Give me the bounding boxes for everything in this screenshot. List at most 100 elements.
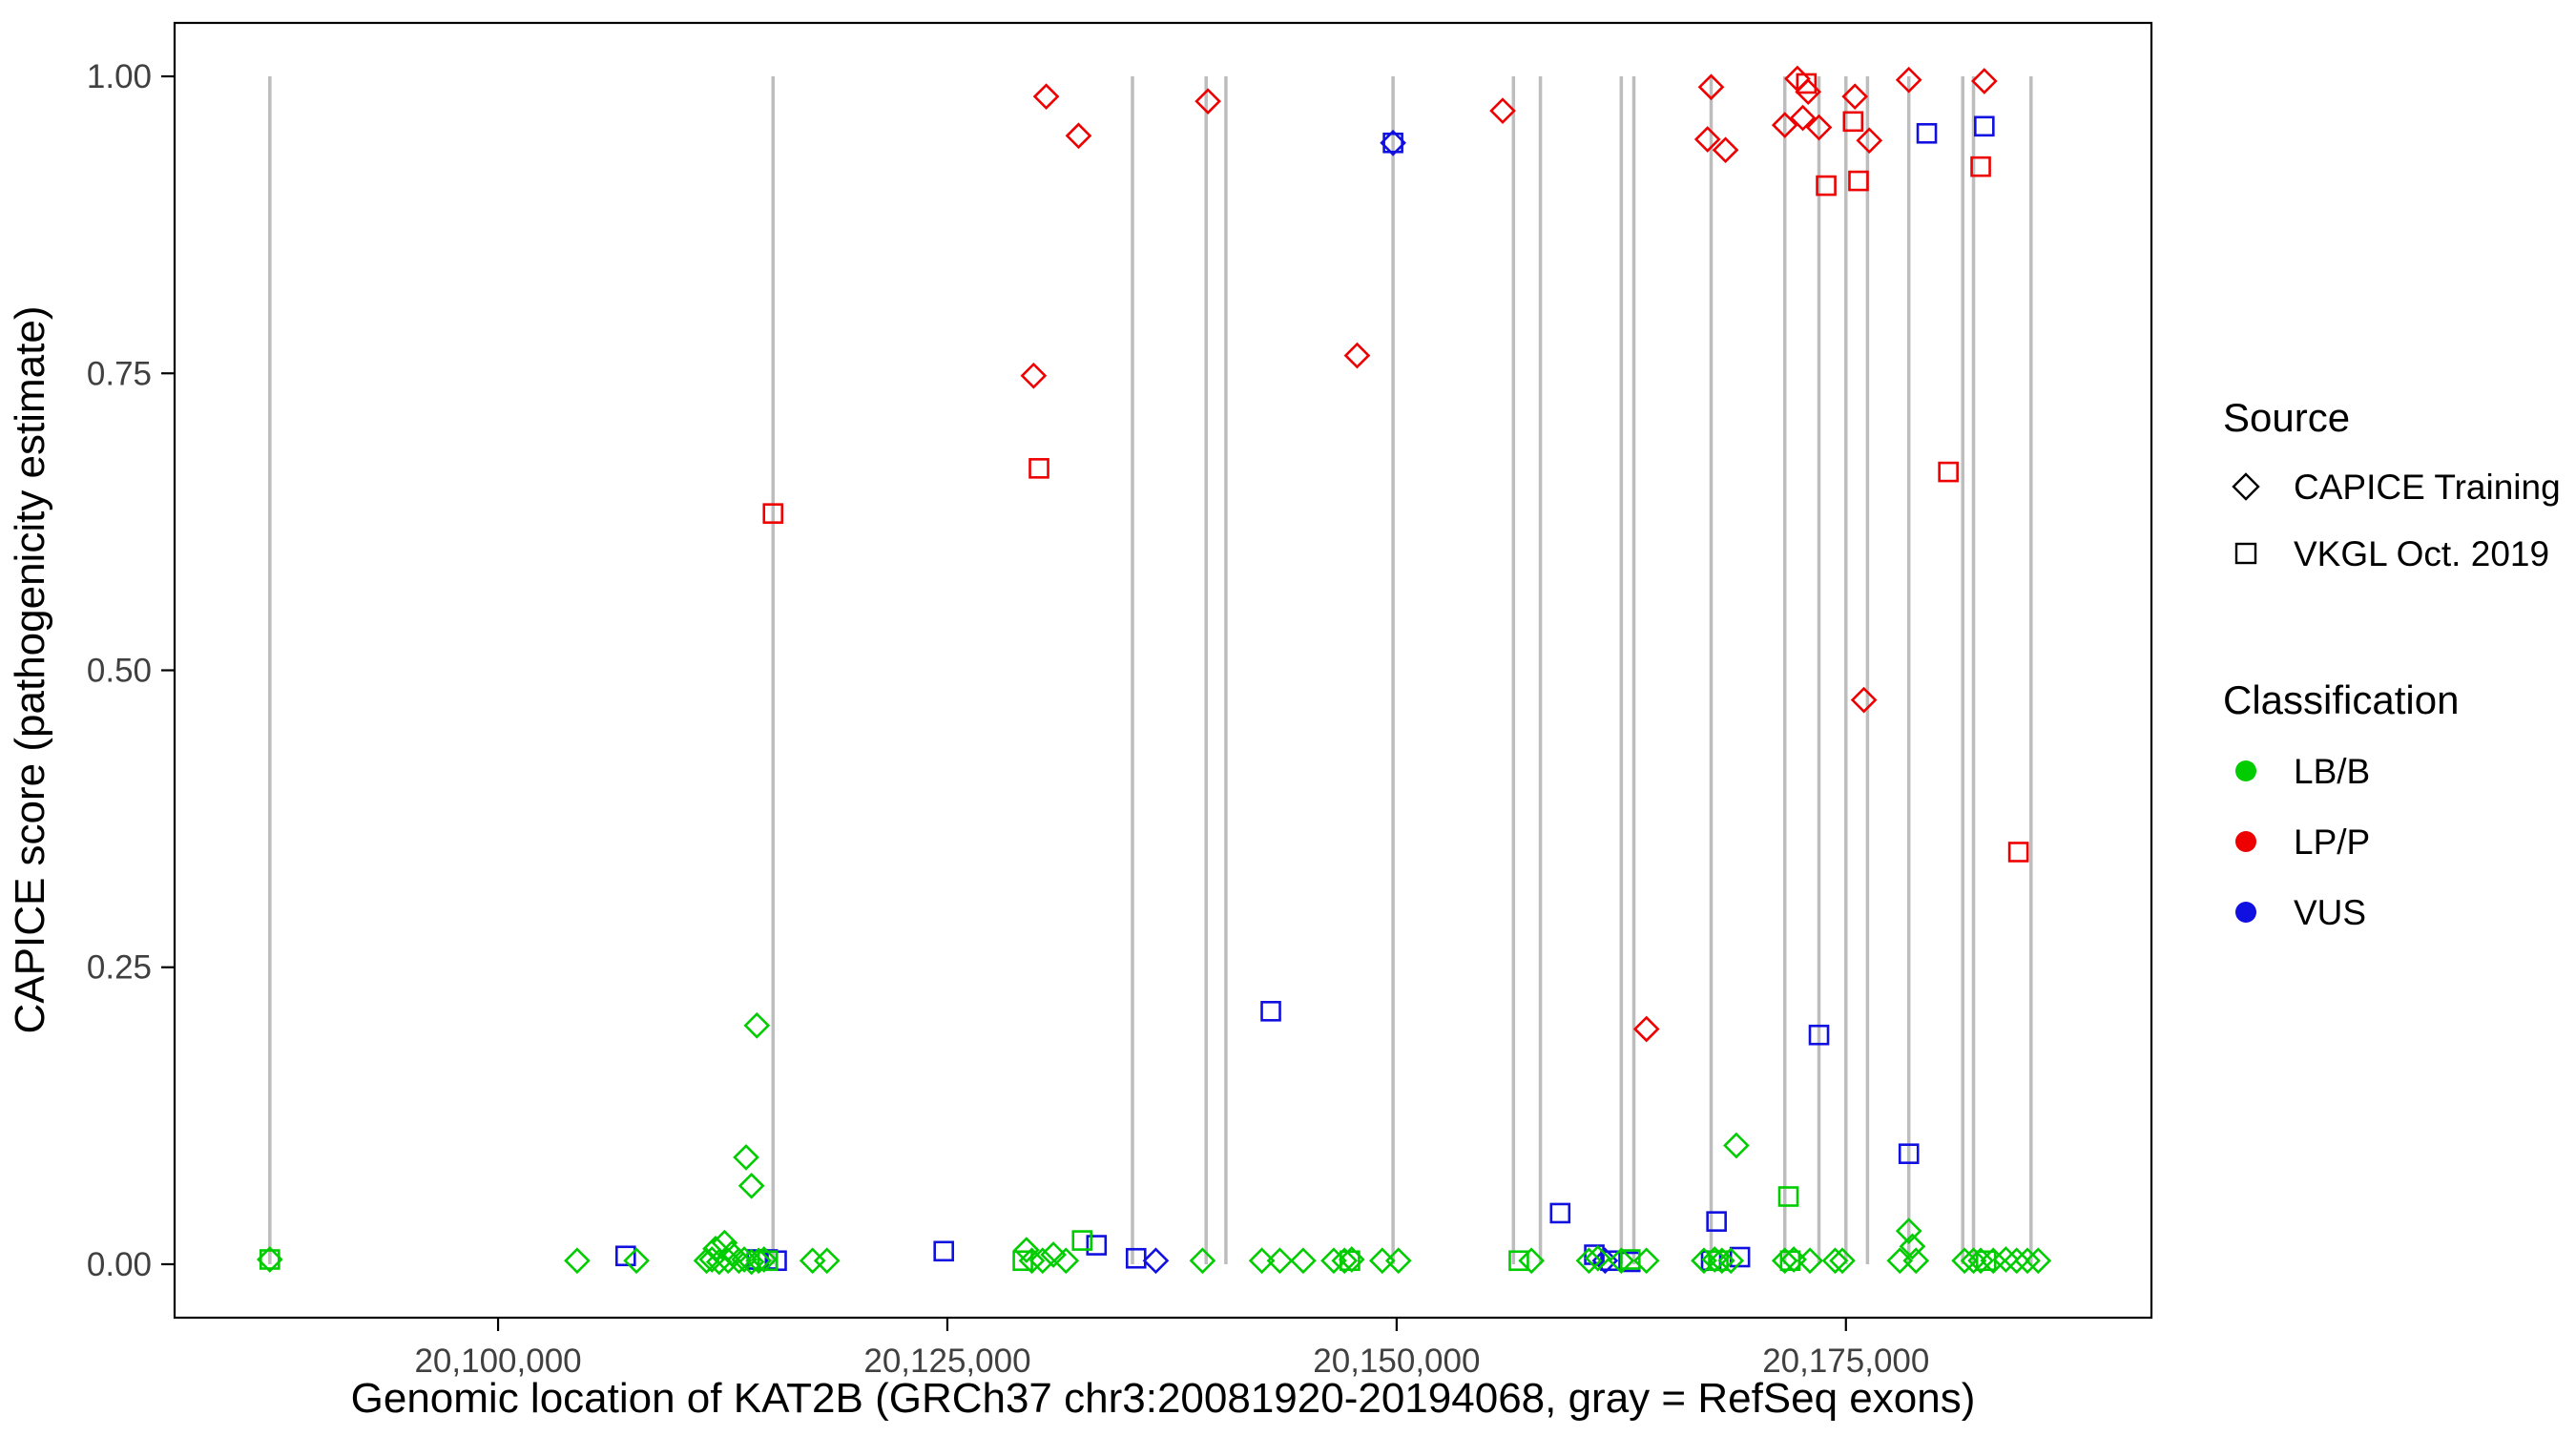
data-point-square [1816,175,1837,197]
data-point-square [762,503,784,524]
data-point-diamond [733,1144,759,1171]
data-point-diamond [1960,1247,1987,1275]
data-point-diamond [1771,112,1798,138]
data-point-diamond [1142,1247,1170,1275]
data-point-square [1086,1235,1108,1256]
y-tick-label: 0.25 [87,949,152,987]
data-point-square [1779,1250,1801,1272]
data-point-square [1708,1250,1729,1272]
data-point-diamond [1895,1217,1922,1244]
data-point-diamond [813,1247,841,1275]
data-point-diamond [1020,362,1048,389]
data-point-diamond [1850,686,1878,714]
data-point-diamond [1018,1247,1046,1275]
data-point-square [1848,170,1869,192]
data-point-diamond [1632,1015,1660,1043]
legend-color-dot-icon [2235,902,2256,923]
data-point-square [1938,461,1959,483]
legend-source-title: Source [2223,395,2350,440]
data-point-diamond [1331,1247,1359,1275]
data-point-diamond [743,1011,771,1039]
y-axis-title: CAPICE score (pathogenicity estimate) [7,306,53,1034]
data-point-diamond [1343,342,1371,369]
data-point-diamond [1384,1247,1412,1275]
data-point-square [1549,1202,1571,1224]
data-point-diamond [1771,1247,1798,1275]
plot-panel [173,21,2153,1320]
legend-color-dot-icon [2235,831,2256,852]
data-point-square [1584,1244,1605,1265]
y-tick-label: 0.00 [87,1246,152,1283]
data-point-square [1777,1186,1799,1207]
data-point-diamond [1841,83,1869,111]
data-point-diamond [1693,126,1721,153]
data-point-diamond [1697,73,1725,101]
legend-items: CAPICE Training VKGL Oct. 2019 LB/B LP/P VUS [2232,468,2561,932]
data-point-diamond [1895,66,1922,94]
data-point-square [1382,132,1403,154]
axes: 20,100,000 20,125,000 20,150,000 20,175,000… [87,58,1929,1380]
data-point-square [1012,1250,1033,1272]
data-point-diamond [1723,1132,1750,1159]
exon-lines [268,76,2033,1264]
data-point-diamond [1585,1244,1611,1272]
data-point-square [1808,1024,1830,1046]
legend-classification-title: Classification [2223,677,2459,722]
data-point-diamond [1032,83,1060,111]
data-point-diamond [2025,1247,2052,1275]
data-point-diamond [1575,1247,1603,1275]
data-point-diamond [1902,1247,1930,1275]
legend-source-label: VKGL Oct. 2019 [2294,534,2549,573]
legend-color-dot-icon [2235,760,2256,781]
data-point-diamond [1821,1247,1849,1275]
data-point-diamond [1967,1247,1994,1275]
y-tick-label: 1.00 [87,58,152,95]
data-point-square [1916,122,1938,144]
data-point-diamond [1052,1247,1080,1275]
data-point-diamond [1065,122,1092,150]
data-point-diamond [1013,1237,1040,1263]
data-point-diamond [1489,97,1516,124]
data-point-square [1970,156,1991,177]
data-point-diamond [1290,1247,1317,1275]
data-point-square [1508,1250,1529,1272]
x-tick-label: 20,100,000 [414,1342,581,1380]
data-point-diamond [1980,1247,2007,1275]
data-point-diamond [1248,1247,1276,1275]
data-point-square [260,1249,280,1270]
x-tick-label: 20,125,000 [863,1342,1030,1380]
data-point-square [757,1250,779,1272]
data-point-diamond [698,1246,726,1273]
data-point-diamond [1708,1247,1735,1275]
data-point-square [1260,1001,1281,1022]
data-point-diamond [1189,1247,1216,1275]
data-point-diamond [2003,1247,2030,1275]
legend-diamond-icon [2232,472,2260,501]
data-point-diamond [1899,1233,1926,1260]
legend-square-icon [2234,542,2257,565]
data-point-diamond [1028,1247,1056,1275]
data-point-diamond [1608,1247,1635,1275]
data-point-diamond [1970,68,1998,94]
data-point-square [1974,115,1995,137]
data-point-square [1340,1250,1361,1272]
x-tick-label: 20,175,000 [1762,1342,1929,1380]
data-point-square [1706,1211,1727,1232]
data-point-diamond [1518,1247,1545,1275]
data-point-diamond [1829,1247,1856,1275]
data-point-diamond [256,1246,283,1273]
data-point-diamond [1712,136,1739,164]
data-point-diamond [1992,1246,2020,1273]
data-point-square [1975,1250,1997,1272]
x-axis-title: Genomic location of KAT2B (GRCh37 chr3:2… [351,1375,1976,1422]
data-point-square [2007,842,2029,863]
data-point-diamond [1856,127,1883,155]
data-point-diamond [1789,104,1817,132]
data-point-diamond [564,1247,591,1275]
legend-source-label: CAPICE Training [2294,468,2561,507]
data-point-diamond [1805,114,1833,141]
data-point-square [1842,111,1864,133]
data-point-diamond [1380,129,1406,156]
